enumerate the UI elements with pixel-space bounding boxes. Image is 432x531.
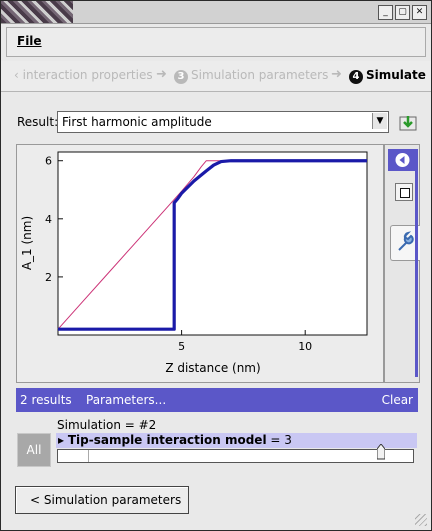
result-label: Result:: [17, 115, 59, 129]
step-interaction-properties[interactable]: ‹ interaction properties: [14, 68, 153, 82]
title-bar[interactable]: _ ▢ ✕: [1, 1, 431, 24]
simulation-slider[interactable]: [57, 444, 414, 463]
result-select-value: First harmonic amplitude: [62, 115, 212, 129]
simulation-label: Simulation = #2: [57, 418, 157, 432]
y-tick-label: 6: [45, 155, 52, 168]
minimize-button[interactable]: _: [378, 5, 393, 20]
step-arrow-icon: ➜: [156, 67, 167, 82]
plot-area[interactable]: 5 10 2 4 6 Z distance (nm) A_1 (nm): [16, 144, 384, 383]
y-tick-label: 4: [45, 213, 52, 226]
clear-button[interactable]: Clear: [381, 393, 413, 407]
y-axis-label: A_1 (nm): [20, 216, 34, 270]
step-simulate[interactable]: 4 Simulate: [349, 68, 426, 84]
maximize-button[interactable]: ▢: [395, 5, 410, 20]
wrench-icon: [398, 231, 414, 251]
back-button-label: < Simulation parameters: [30, 493, 182, 507]
step-number: 4: [349, 70, 363, 84]
collapse-button[interactable]: [388, 149, 417, 171]
parameter-row[interactable]: ▸ Tip-sample interaction model = 3: [56, 433, 417, 448]
back-to-simulation-parameters-button[interactable]: < Simulation parameters: [15, 486, 189, 514]
chart-svg: 5 10 2 4 6 Z distance (nm) A_1 (nm): [20, 151, 368, 375]
series-line-2: [58, 159, 367, 331]
series-line-1: [57, 160, 367, 330]
resize-grip[interactable]: [415, 514, 427, 526]
parameter-name: Tip-sample interaction model: [67, 433, 267, 447]
result-select[interactable]: First harmonic amplitude ▼: [57, 111, 389, 133]
slider-knob[interactable]: [377, 444, 386, 460]
parameter-value: = 3: [270, 433, 292, 447]
chevron-left-icon: [395, 153, 410, 167]
x-axis-label: Z distance (nm): [165, 361, 260, 375]
step-number: 3: [174, 70, 188, 84]
zoom-box-button[interactable]: [395, 183, 413, 201]
export-icon[interactable]: [399, 114, 417, 132]
side-panel-border: [415, 149, 418, 377]
triangle-right-icon: ▸: [58, 433, 65, 447]
wizard-steps: ‹ interaction properties ➜ 3 Simulation p…: [1, 61, 431, 92]
step-simulation-parameters[interactable]: 3 Simulation parameters: [174, 68, 328, 84]
x-tick-label: 5: [178, 340, 185, 353]
chevron-down-icon[interactable]: ▼: [372, 113, 387, 129]
close-button[interactable]: ✕: [412, 5, 427, 20]
results-bar: 2 results Parameters... Clear: [16, 388, 418, 412]
plot-box: [57, 151, 368, 336]
y-tick-label: 2: [45, 271, 52, 284]
plot-side-panel: [384, 144, 420, 383]
x-tick-label: 10: [298, 340, 312, 353]
square-icon: [400, 188, 410, 198]
all-button[interactable]: All: [17, 433, 51, 467]
menu-file[interactable]: File: [17, 34, 42, 48]
results-count: 2 results: [20, 393, 72, 407]
step-arrow-icon: ➜: [331, 67, 342, 82]
parameters-link[interactable]: Parameters...: [86, 393, 167, 407]
title-bar-decoration: [1, 1, 73, 23]
slider-tick: [88, 450, 89, 462]
menu-bar: File: [6, 27, 426, 57]
